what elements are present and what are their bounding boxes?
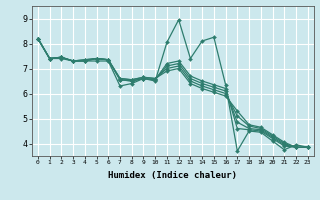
X-axis label: Humidex (Indice chaleur): Humidex (Indice chaleur) <box>108 171 237 180</box>
